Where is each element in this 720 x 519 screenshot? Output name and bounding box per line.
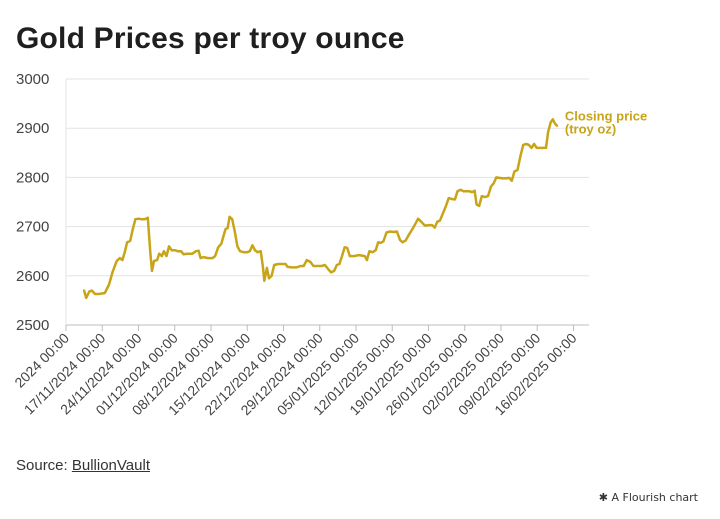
series-line[interactable]	[82, 118, 559, 300]
y-tick-label: 3000	[16, 71, 49, 88]
y-tick-label: 2900	[16, 120, 49, 137]
series-layer	[82, 118, 559, 300]
y-tick-label: 2500	[16, 317, 49, 334]
flourish-credit-text: A Flourish chart	[611, 491, 698, 504]
gridlines	[66, 78, 589, 326]
series-label: (troy oz)	[565, 122, 616, 137]
source-link[interactable]: BullionVault	[71, 457, 150, 474]
flourish-icon: ✱	[598, 491, 609, 504]
y-tick-label: 2600	[16, 268, 49, 285]
series-label-group: Closing price(troy oz)	[565, 109, 647, 137]
y-tick-label: 2800	[16, 169, 49, 186]
line-chart: 2500 2600 2700 2800 2900 3000 2024 00:0017/11…	[11, 71, 647, 418]
y-tick-label: 2700	[16, 219, 49, 236]
y-axis: 2500 2600 2700 2800 2900 3000	[16, 71, 67, 334]
chart-title: Gold Prices per troy ounce	[16, 22, 405, 55]
flourish-credit[interactable]: ✱ A Flourish chart	[599, 491, 698, 504]
source-prefix: Source:	[16, 457, 68, 474]
series-label: Closing price	[565, 109, 647, 124]
source-note: Source: BullionVault	[16, 457, 150, 474]
